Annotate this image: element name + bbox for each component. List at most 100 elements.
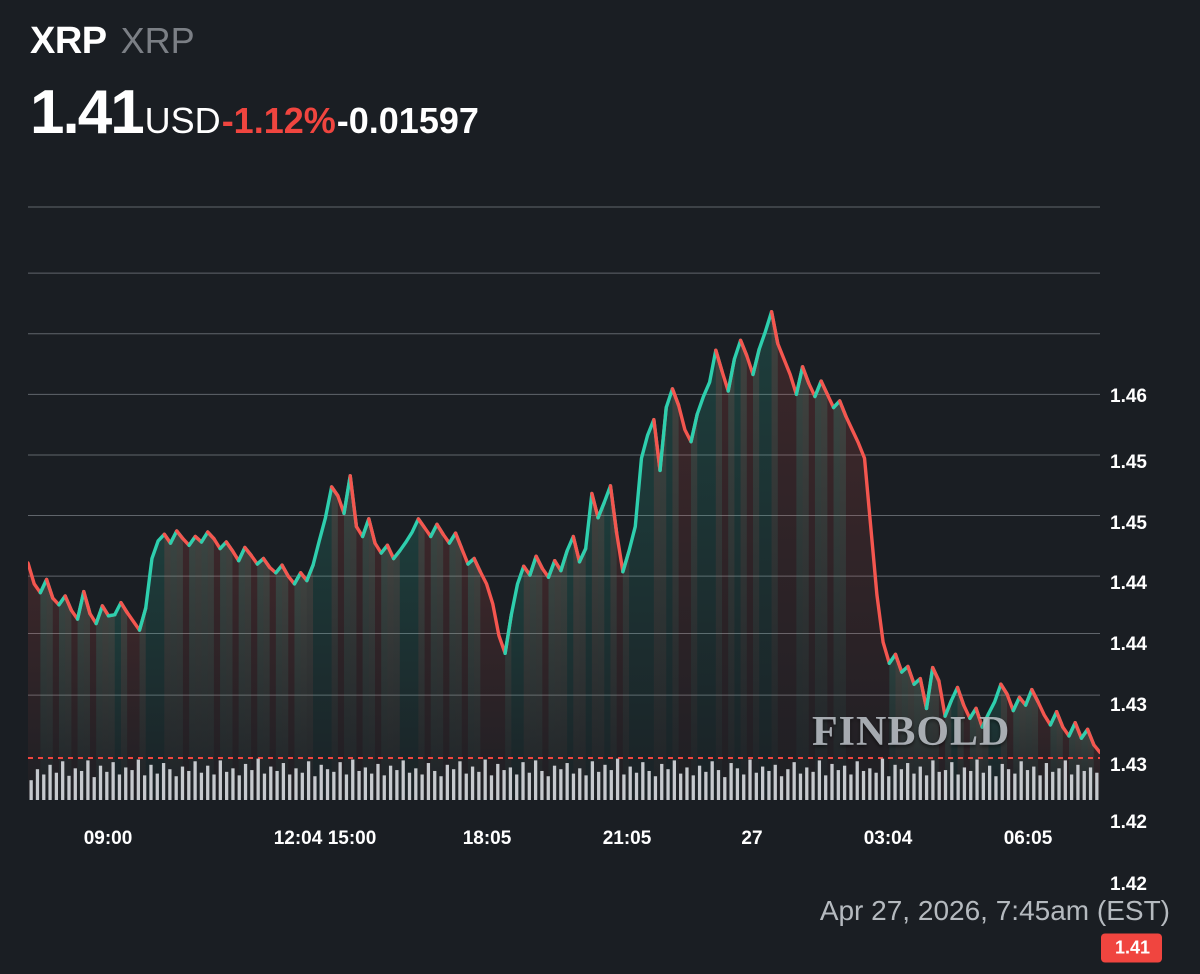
volume-bar	[407, 772, 412, 800]
volume-bar	[1063, 760, 1067, 800]
volume-bar	[332, 771, 336, 800]
volume-bar	[691, 775, 695, 800]
volume-bar	[874, 772, 878, 800]
volume-bar	[1038, 775, 1042, 800]
volume-bar	[729, 763, 733, 800]
volume-bar	[912, 773, 916, 800]
volume-bar	[723, 777, 727, 800]
volume-bar	[477, 771, 481, 800]
volume-bar	[969, 770, 973, 800]
volume-bar	[761, 766, 765, 800]
area-fill-segment	[120, 602, 146, 798]
area-fill-segment	[839, 400, 896, 798]
price-chart-svg[interactable]	[0, 190, 1200, 810]
volume-bar	[231, 768, 235, 800]
volume-bar	[906, 763, 910, 800]
volume-bar	[351, 759, 355, 800]
volume-bar	[433, 770, 437, 800]
volume-bar	[861, 770, 866, 800]
volume-bar	[1006, 769, 1011, 800]
volume-bar	[685, 767, 689, 800]
volume-bar	[136, 759, 140, 800]
volume-bar	[98, 765, 103, 800]
volume-bar	[464, 773, 468, 800]
volume-bar	[237, 775, 241, 800]
price-row: 1.41 USD -1.12% -0.01597	[30, 78, 1170, 147]
volume-bar	[918, 766, 922, 800]
x-axis-label: 18:05	[462, 828, 512, 849]
volume-bar	[742, 774, 746, 800]
volume-bar	[269, 766, 273, 800]
volume-bar	[704, 771, 708, 800]
volume-bar	[893, 764, 897, 800]
volume-bar	[67, 775, 71, 800]
ticker-row: XRP XRP	[30, 22, 1170, 70]
chart-area-fill	[28, 311, 1100, 798]
volume-bar	[609, 770, 613, 800]
area-fill-segment	[1031, 689, 1057, 798]
volume-bar	[130, 770, 134, 800]
volume-bar	[439, 776, 443, 800]
x-axis: 09:00 12:04 15:00 18:05 21:05 27 03:04 06:05	[0, 828, 1200, 860]
volume-bar	[395, 770, 399, 800]
volume-bar	[42, 774, 46, 800]
volume-bar	[697, 765, 702, 800]
volume-bar	[597, 771, 601, 800]
volume-bar	[281, 763, 286, 800]
volume-bar	[647, 770, 651, 800]
volume-bar	[773, 764, 777, 800]
volume-bar	[830, 763, 834, 800]
volume-bar	[899, 769, 904, 800]
volume-bar	[584, 775, 588, 800]
y-axis-label: 1.42	[1110, 874, 1147, 896]
volume-bar	[716, 770, 721, 800]
price-value: 1.41	[30, 78, 145, 147]
volume-bar	[679, 773, 683, 800]
y-axis-label: 1.41	[1110, 937, 1147, 958]
volume-bar	[634, 772, 639, 800]
volume-bar	[590, 761, 595, 800]
volume-bar	[313, 776, 317, 800]
volume-bar	[868, 768, 872, 800]
volume-bar	[256, 758, 260, 800]
volume-bar	[357, 770, 361, 800]
footer-timestamp: Apr 27, 2026, 7:45am (EST)	[819, 895, 1170, 926]
volume-bar	[294, 768, 298, 800]
volume-bar	[754, 772, 758, 800]
area-fill-segment	[622, 419, 661, 798]
volume-bar	[666, 769, 670, 800]
ticker-symbol: XRP	[30, 20, 107, 62]
volume-bar	[117, 774, 122, 800]
x-axis-label: 03:04	[863, 828, 913, 849]
volume-bar	[193, 761, 197, 800]
volume-bars	[29, 758, 1099, 800]
volume-bar	[92, 777, 96, 800]
volume-bar	[73, 768, 77, 800]
volume-bar	[48, 764, 52, 800]
volume-bar	[79, 770, 84, 800]
volume-bar	[174, 776, 178, 800]
volume-bar	[849, 774, 853, 800]
volume-bar	[344, 774, 349, 800]
price-currency: USD	[144, 100, 221, 141]
volume-bar	[262, 773, 267, 800]
volume-bar	[887, 776, 891, 800]
volume-bar	[924, 775, 929, 800]
volume-bar	[1088, 767, 1093, 800]
volume-bar	[950, 762, 954, 800]
volume-bar	[855, 761, 859, 800]
volume-bar	[565, 763, 569, 800]
volume-bar	[798, 773, 803, 800]
volume-bar	[414, 768, 418, 800]
volume-bar	[1057, 768, 1061, 800]
volume-bar	[1044, 763, 1049, 800]
price-chart[interactable]	[0, 190, 1200, 800]
volume-bar	[1000, 763, 1004, 800]
volume-bar	[533, 760, 538, 800]
volume-bar	[779, 776, 784, 800]
volume-bar	[155, 773, 159, 800]
volume-bar	[508, 767, 513, 800]
volume-bar	[250, 770, 254, 800]
volume-bar	[988, 765, 992, 800]
volume-bar	[962, 767, 967, 800]
